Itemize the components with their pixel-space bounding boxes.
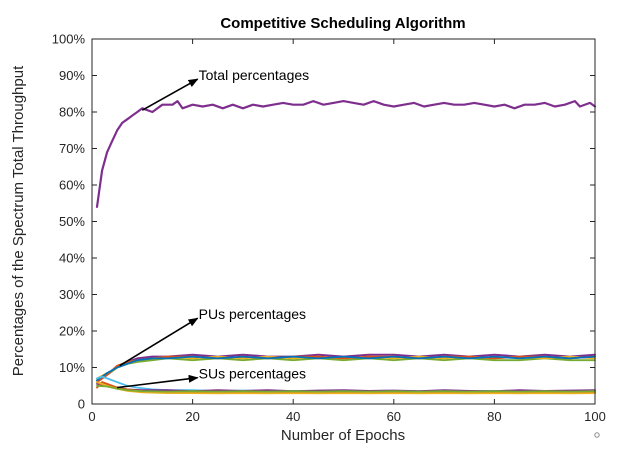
y-tick-label: 50% [59,214,85,229]
y-tick-label: 40% [59,251,85,266]
x-tick-label: 60 [387,409,401,424]
y-tick-label: 100% [52,32,86,47]
plot-lines [95,100,597,395]
series-line-sus [96,384,596,393]
y-tick-label: 80% [59,105,85,120]
chart-title: Competitive Scheduling Algorithm [220,15,465,32]
series-line-total [95,100,597,208]
series-line-sus [96,381,596,395]
annotation-label: SUs percentages [199,366,306,382]
x-tick-label: 0 [88,409,95,424]
annotation-arrow [117,374,199,389]
annotations: Total percentages PUs percentages SUs perc… [117,67,310,389]
annotation-label: PUs percentages [199,306,306,322]
annotation-arrow [141,78,199,111]
x-tick-label: 40 [286,409,300,424]
annotation-label: Total percentages [199,67,310,83]
x-tick-label: 80 [487,409,501,424]
series-line-sus [96,375,596,393]
y-tick-label: 0 [78,397,85,412]
y-axis: 0 10% 20% 30% 40% 50% 60% 70% 80% 90% 100% [52,32,595,412]
series-line-sus [96,383,596,393]
series-line-pus [96,353,596,384]
series-line-pus [96,357,596,382]
y-tick-label: 70% [59,141,85,156]
y-tick-label: 30% [59,287,85,302]
corner-marker [594,432,600,438]
y-tick-label: 60% [59,178,85,193]
x-axis: 0 20 40 60 80 100 [88,39,606,424]
y-tick-label: 20% [59,324,85,339]
annotation-arrow [119,317,199,367]
plot-frame [91,38,596,405]
x-axis-label: Number of Epochs [281,427,405,444]
x-tick-label: 20 [185,409,199,424]
y-tick-label: 10% [59,360,85,375]
y-axis-label: Percentages of the Spectrum Total Throug… [10,65,27,376]
x-tick-label: 100 [584,409,606,424]
y-tick-label: 90% [59,68,85,83]
series-line-pus [96,355,596,382]
